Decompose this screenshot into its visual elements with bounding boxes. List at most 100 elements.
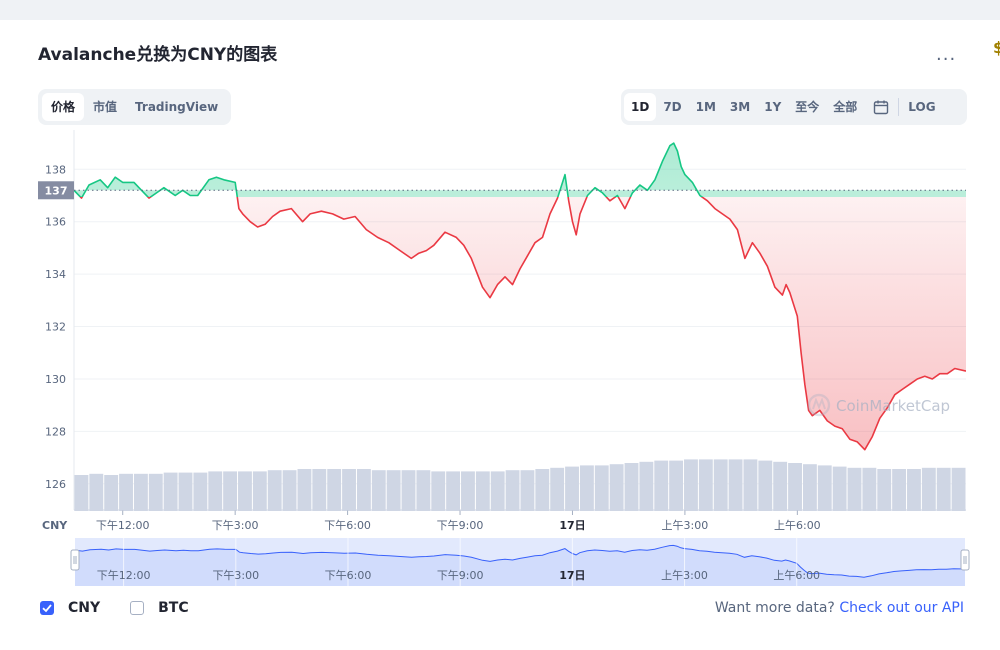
range-all[interactable]: 全部 [833,100,858,114]
volume-bar [758,460,773,511]
range-7d[interactable]: 7D [663,100,682,114]
volume-bar [817,465,832,511]
volume-bar [193,472,208,511]
volume-bar [684,459,698,511]
volume-bar [609,464,624,511]
volume-bar [371,470,386,511]
top-bar [0,0,1000,20]
volume-bar [163,472,178,511]
range-ytd[interactable]: 至今 [795,100,820,114]
volume-bar [728,459,743,511]
volume-bar [877,469,892,511]
volume-bar [802,464,817,511]
navigator-line [74,544,966,578]
api-link[interactable]: Check out our API [839,600,964,616]
navigator-handle-right[interactable] [960,549,970,571]
volume-bar [847,467,862,511]
volume-bar [312,469,327,511]
legend-label-btc: BTC [158,600,189,616]
volume-bar [951,467,966,511]
edge-fragment: $ [993,38,1000,57]
watermark-circle [807,393,831,417]
y-tick-label: 134 [45,268,66,281]
coinmarketcap-logo-icon [807,393,831,417]
volume-bar [223,471,238,511]
area-above-reference [74,143,966,197]
volume-bar [490,471,505,511]
log-scale-toggle[interactable]: LOG [908,100,936,114]
navigator-area [75,545,965,586]
volume-bar [788,463,802,511]
volume-bar [669,460,684,511]
range-3m[interactable]: 3M [729,100,751,114]
volume-bar [907,469,921,511]
tab-price[interactable]: 价格 [42,93,85,121]
y-tick-label: 132 [45,321,66,334]
volume-bar [104,475,119,511]
volume-bar [713,459,728,511]
volume-bar [252,471,267,511]
volume-bar [133,473,148,511]
volume-bar [579,465,594,511]
volume-bar [743,459,758,511]
calendar-icon[interactable] [873,99,889,115]
volume-bar [535,469,550,511]
volume-bar [505,470,520,511]
y-tick-label: 130 [45,373,66,386]
volume-bar [208,471,223,511]
volume-bar [327,469,342,511]
volume-bar [862,467,877,511]
navigator-tick-label: 下午12:00 [97,569,151,582]
volume-bar [654,460,669,511]
y-axis-unit: CNY [42,519,68,532]
x-tick-label: 上午3:00 [662,519,709,532]
chart-title: Avalanche兑换为CNY的图表 [38,45,278,65]
btc-checkbox[interactable] [130,601,145,615]
range-divider [898,98,900,116]
y-tick-label: 126 [45,478,66,491]
volume-bar [475,471,490,511]
volume-bar [267,470,282,511]
range-1y[interactable]: 1Y [764,100,782,114]
volume-bar [178,472,193,511]
x-tick-label: 下午12:00 [96,519,150,532]
navigator-tick-label: 下午3:00 [212,569,259,582]
area-below-reference [80,197,966,450]
volume-bar [550,467,565,511]
volume-bar [892,469,907,511]
range-1m[interactable]: 1M [695,100,716,114]
more-data-prompt: Want more data? [714,600,835,616]
y-tick-label: 136 [45,216,66,229]
navigator-tick-label: 17日 [559,569,585,582]
navigator-tick-label: 下午9:00 [437,569,484,582]
volume-bar [921,467,936,511]
range-1d[interactable]: 1D [624,93,657,121]
cny-checkbox[interactable] [40,601,54,615]
volume-bar [698,459,713,511]
navigator-handle-left[interactable] [70,549,80,571]
volume-bar [401,470,416,511]
tab-market-cap[interactable]: 市值 [93,100,118,114]
x-tick-label: 下午9:00 [437,519,484,532]
chart-type-tabs: 价格 市值 TradingView [38,89,232,125]
more-data-notice: Want more data? Check out our API [715,600,964,616]
volume-bar [639,461,654,511]
check-icon [42,604,52,613]
navigator-tick-label: 下午6:00 [325,569,372,582]
volume-bar [356,469,371,511]
volume-bar [148,473,163,511]
navigator-tick-label: 上午3:00 [661,569,708,582]
price-line-above [74,142,704,197]
price-line-below [79,197,966,451]
tab-tradingview[interactable]: TradingView [135,100,219,114]
reference-label-box [38,181,74,200]
volume-bar [936,467,951,511]
volume-bar [342,469,356,511]
x-tick-label: 17日 [559,519,585,532]
watermark-mark [812,397,826,410]
volume-bar [297,469,312,511]
volume-bar [832,466,847,511]
more-options-button[interactable]: ... [936,44,957,65]
volume-bar [416,470,431,511]
